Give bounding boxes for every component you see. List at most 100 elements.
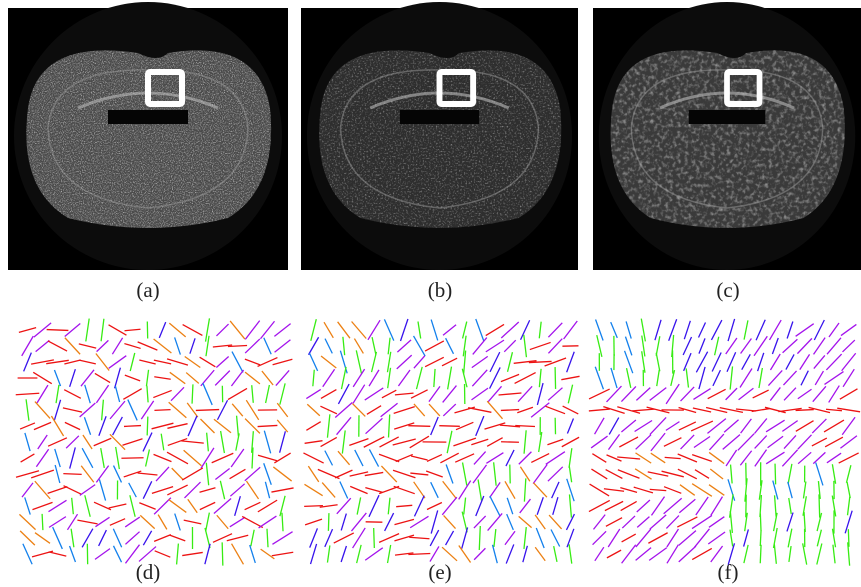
fiber-glyph: [773, 544, 777, 564]
fiber-glyph: [160, 433, 165, 451]
fiber-glyph: [691, 547, 713, 561]
fiber-glyph: [257, 424, 278, 428]
glyph-row: [15, 318, 861, 566]
fiber-glyph: [635, 434, 652, 450]
fiber-glyph: [352, 384, 366, 404]
fiber-glyph: [588, 388, 610, 400]
fiber-glyph: [231, 403, 244, 417]
fiber-glyph: [271, 487, 294, 493]
fiber-glyph: [441, 546, 458, 562]
fiber-glyph: [803, 512, 806, 532]
fiber-glyph: [463, 497, 467, 515]
fiber-glyph: [767, 369, 783, 387]
image-row: [8, 2, 861, 270]
fiber-glyph: [95, 465, 110, 483]
fiber-glyph: [475, 495, 485, 517]
fiber-glyph: [109, 400, 126, 420]
fiber-glyph: [112, 416, 123, 436]
fiber-glyph: [695, 496, 709, 516]
fiber-glyph: [740, 418, 752, 434]
fiber-glyph: [410, 389, 428, 399]
fiber-glyph: [594, 546, 605, 562]
panel-caption: (d): [136, 560, 161, 584]
fiber-glyph: [442, 324, 457, 336]
fiber-glyph: [610, 367, 618, 389]
fiber-glyph: [352, 368, 366, 388]
fiber-glyph: [625, 321, 632, 339]
fiber-glyph: [529, 341, 551, 351]
fiber-glyph: [445, 337, 455, 355]
fiber-glyph: [137, 341, 158, 351]
fiber-glyph: [725, 387, 738, 401]
fiber-glyph: [676, 516, 698, 528]
fiber-glyph: [603, 488, 625, 492]
fiber-glyph: [199, 501, 216, 511]
fiber-glyph: [352, 527, 366, 549]
fiber-glyph: [592, 530, 607, 546]
fiber-glyph: [781, 420, 799, 432]
fiber-glyph: [461, 511, 468, 533]
fiber-glyph: [96, 339, 109, 353]
fiber-glyph: [95, 384, 110, 404]
fiber-glyph: [140, 400, 155, 420]
fiber-glyph: [415, 366, 423, 390]
fiber-glyph: [85, 318, 90, 342]
fiber-glyph: [151, 485, 174, 495]
fiber-glyph: [765, 451, 785, 465]
fiber-glyph: [666, 544, 679, 564]
fiber-glyph: [244, 418, 261, 434]
fiber-glyph: [641, 351, 646, 373]
fiber-glyph: [649, 387, 667, 401]
fiber-glyph: [212, 533, 233, 543]
fiber-glyph: [446, 430, 453, 454]
fiber-glyph: [665, 515, 680, 529]
fiber-glyph: [356, 544, 362, 564]
fiber-glyph: [155, 466, 170, 482]
fiber-glyph: [473, 515, 487, 529]
fiber-glyph: [565, 513, 576, 531]
fiber-glyph: [274, 452, 291, 464]
fiber-glyph: [182, 324, 203, 336]
fiber-glyph: [341, 430, 346, 454]
fiber-glyph: [774, 463, 777, 485]
fiber-glyph: [640, 318, 647, 342]
fiber-glyph: [235, 415, 240, 437]
fiber-glyph: [168, 499, 187, 513]
fiber-glyph: [234, 496, 241, 516]
fiber-glyph: [771, 337, 779, 355]
fiber-glyph: [504, 530, 516, 546]
fiber-glyph: [787, 463, 793, 485]
fiber-glyph: [396, 354, 413, 370]
fiber-glyph: [142, 481, 153, 499]
fiber-glyph: [621, 419, 637, 433]
fiber-glyph: [499, 424, 521, 428]
fiber-glyph: [603, 405, 625, 415]
fiber-glyph: [80, 369, 95, 387]
fiber-glyph: [461, 527, 469, 549]
fiber-glyph: [740, 338, 752, 354]
fiber-glyph: [387, 414, 391, 438]
fiber-glyph: [841, 352, 857, 372]
fiber-glyph: [471, 438, 489, 446]
fiber-glyph: [677, 468, 698, 480]
fiber-glyph: [636, 516, 650, 528]
fiber-glyph: [426, 501, 443, 511]
fiber-glyph: [273, 323, 292, 337]
fiber-glyph: [552, 496, 559, 516]
fiber-glyph: [324, 528, 334, 548]
fiber-glyph: [393, 485, 415, 495]
fiber-glyph: [334, 401, 353, 419]
fiber-glyph: [800, 370, 809, 386]
fiber-glyph: [221, 542, 224, 566]
fiber-glyph: [187, 415, 198, 437]
fiber-glyph: [307, 336, 320, 356]
fiber-glyph: [336, 497, 352, 515]
fiber-glyph: [758, 367, 764, 389]
fiber-glyph: [211, 452, 234, 464]
fiber-glyph: [505, 449, 515, 467]
fiber-glyph: [710, 545, 724, 563]
fiber-glyph: [680, 386, 695, 402]
brain-tissue: [306, 2, 573, 270]
fiber-glyph: [46, 328, 69, 332]
fiber-glyph: [19, 422, 36, 430]
